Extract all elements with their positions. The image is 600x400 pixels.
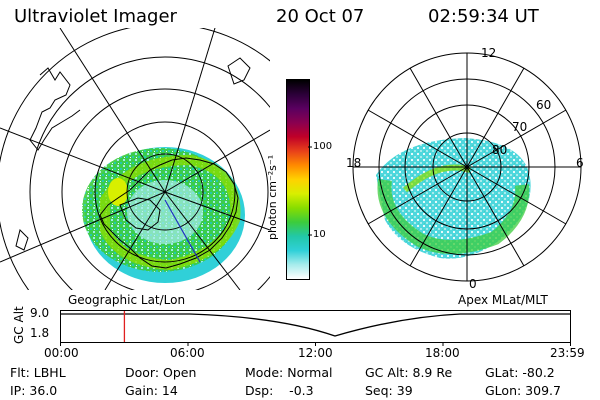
right-panel-caption: Apex MLat/MLT xyxy=(458,293,548,307)
altitude-ytick-high: 9.0 xyxy=(30,306,50,320)
status-door: Door: Open xyxy=(125,365,197,380)
status-glat: GLat: -80.2 xyxy=(485,365,555,380)
colorbar-unit-label: photon cm⁻²s⁻¹ xyxy=(266,154,279,240)
altitude-ylabel: GC Alt xyxy=(12,306,26,344)
colorbar xyxy=(286,79,310,280)
xtick-2359: 23:59 xyxy=(550,346,585,360)
status-dsp: Dsp: -0.3 xyxy=(245,383,314,398)
date-label: 20 Oct 07 xyxy=(276,6,365,27)
xtick-0000: 00:00 xyxy=(44,346,79,360)
coastline xyxy=(15,57,251,269)
right-mlt-grid xyxy=(353,53,581,281)
altitude-ytick-low: 1.8 xyxy=(30,326,50,340)
status-seq: Seq: 39 xyxy=(365,383,413,398)
colorbar-gradient xyxy=(287,80,309,279)
mlat-label-70: 70 xyxy=(512,120,528,134)
colorbar-tick-10: 10 xyxy=(313,229,326,240)
xtick-0600: 06:00 xyxy=(170,346,205,360)
mlat-label-80: 80 xyxy=(492,143,508,157)
altitude-curve xyxy=(61,313,570,337)
left-lon-grid xyxy=(0,28,270,290)
magnetic-map xyxy=(352,52,582,282)
altitude-plot xyxy=(60,310,571,346)
left-lat-grid xyxy=(0,28,270,290)
status-gc-alt: GC Alt: 8.9 Re xyxy=(365,365,453,380)
left-aurora-image xyxy=(82,147,245,283)
mlt-label-0: 0 xyxy=(469,277,477,291)
time-label: 02:59:34 UT xyxy=(428,6,539,27)
colorbar-tick-100: 100 xyxy=(313,141,333,152)
altitude-plot-frame xyxy=(60,310,571,343)
status-gain: Gain: 14 xyxy=(125,383,178,398)
instrument-title: Ultraviolet Imager xyxy=(14,6,177,27)
mlt-label-6: 6 xyxy=(576,156,584,170)
terminator-line xyxy=(164,199,201,263)
status-flt: Flt: LBHL xyxy=(10,365,66,380)
colorbar-axis xyxy=(308,146,312,236)
mlt-label-12: 12 xyxy=(481,46,497,60)
mlt-label-18: 18 xyxy=(346,156,362,170)
status-glon: GLon: 309.7 xyxy=(485,383,561,398)
left-panel-caption: Geographic Lat/Lon xyxy=(68,293,186,307)
mlat-label-60: 60 xyxy=(536,98,552,112)
xtick-1800: 18:00 xyxy=(425,346,460,360)
status-ip: IP: 36.0 xyxy=(10,383,58,398)
geographic-map xyxy=(0,28,270,290)
xtick-1200: 12:00 xyxy=(298,346,333,360)
status-mode: Mode: Normal xyxy=(245,365,333,380)
